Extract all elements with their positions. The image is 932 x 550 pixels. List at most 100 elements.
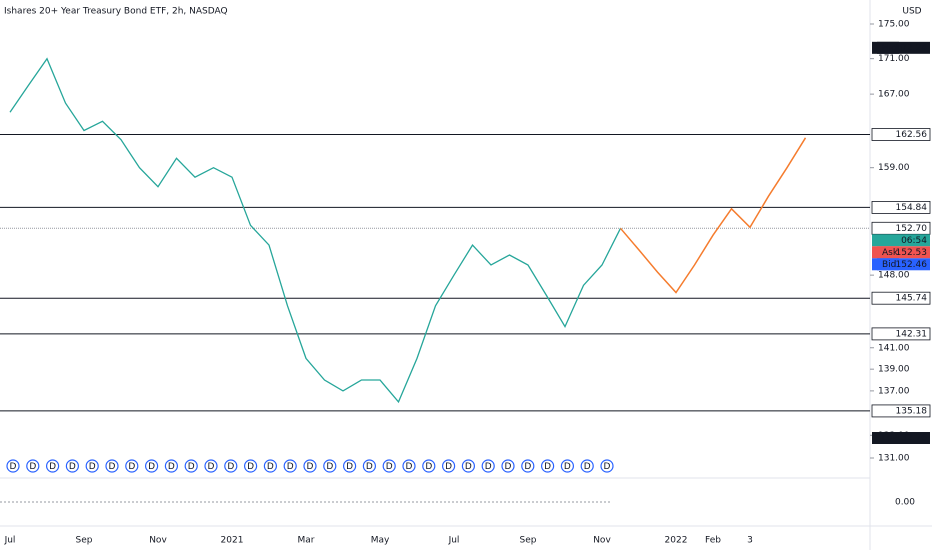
dividend-marker — [521, 459, 535, 473]
dividend-label: D — [10, 462, 17, 472]
x-tick-label: Feb — [705, 536, 721, 546]
dividend-label: D — [109, 462, 116, 472]
dividend-marker — [600, 459, 614, 473]
price-badge — [871, 291, 931, 305]
x-tick-label: Mar — [298, 536, 315, 546]
dividend-label: D — [267, 462, 274, 472]
badge-value: 145.74 — [896, 294, 928, 304]
dividend-label: D — [425, 462, 432, 472]
dividend-label: D — [128, 462, 135, 472]
y-tick-label: 148.00 — [878, 271, 910, 281]
dividend-marker — [461, 459, 475, 473]
badge-tag — [877, 41, 899, 54]
dividend-marker — [343, 459, 357, 473]
x-tick-label: May — [371, 536, 390, 546]
dividend-marker — [442, 459, 456, 473]
y-tick-label: 167.00 — [878, 90, 910, 100]
dividend-label: D — [346, 462, 353, 472]
dividend-marker — [164, 459, 178, 473]
dividend-marker — [204, 459, 218, 473]
x-tick-label: Jul — [4, 536, 16, 546]
dividend-marker — [105, 459, 119, 473]
x-tick-label: 2022 — [665, 536, 688, 546]
price-badge — [871, 327, 931, 341]
dividend-marker — [26, 459, 40, 473]
dividend-label: D — [366, 462, 373, 472]
badge-value: 152.70 — [896, 224, 928, 234]
badge-tag-label: Low — [882, 433, 900, 443]
badge-tag — [877, 246, 899, 259]
x-tick-label: 2021 — [221, 536, 244, 546]
badge-tag — [877, 258, 899, 271]
dividend-marker — [560, 459, 575, 473]
badge-value: 06:54 — [901, 236, 927, 246]
price-line — [619, 137, 807, 294]
x-tick-label: Jul — [448, 536, 460, 546]
price-line — [9, 57, 622, 404]
dividend-label: D — [69, 462, 76, 472]
dividend-marker — [382, 459, 396, 473]
y-tick-label: 131.00 — [878, 454, 910, 464]
dividend-label: D — [326, 462, 333, 472]
dividend-marker — [362, 459, 376, 473]
badge-value: 172.24 — [896, 43, 928, 53]
dividend-marker — [125, 459, 139, 473]
badge-tag-label: High — [882, 43, 903, 53]
dividend-marker — [580, 459, 594, 473]
dividend-marker — [501, 459, 515, 473]
dividend-label: D — [465, 462, 472, 472]
dividend-marker — [402, 459, 416, 473]
y-tick-label: 171.00 — [878, 54, 910, 64]
dividend-label: D — [544, 462, 551, 472]
price-badge — [872, 234, 930, 247]
badge-tag-label: Ask — [882, 248, 899, 258]
dividend-label: D — [227, 462, 234, 472]
dividend-marker — [323, 459, 337, 473]
x-tick-label: Sep — [76, 536, 93, 546]
dividend-marker — [540, 459, 555, 473]
y-tick-label: 175.00 — [878, 20, 910, 30]
dividend-marker — [65, 459, 80, 473]
price-badge — [871, 404, 931, 418]
dividend-label: D — [604, 462, 611, 472]
dividend-label: D — [247, 462, 254, 472]
dividend-marker — [6, 459, 20, 473]
dividend-label: D — [188, 462, 195, 472]
dividend-label: D — [287, 462, 294, 472]
x-tick-label: Sep — [520, 536, 537, 546]
dividend-marker — [45, 459, 60, 473]
dividend-label: D — [485, 462, 492, 472]
y-tick-label: 137.00 — [878, 386, 910, 396]
x-tick-label: Nov — [149, 536, 167, 546]
y-tick-label: 139.00 — [878, 365, 910, 375]
dividend-label: D — [49, 462, 56, 472]
dividend-label: D — [148, 462, 155, 472]
dividend-marker — [184, 459, 198, 473]
dividend-label: D — [208, 462, 215, 472]
dividend-label: D — [29, 462, 36, 472]
badge-tag-label: Bid — [882, 260, 896, 270]
price-badge — [871, 128, 931, 141]
x-tick-label: 3 — [747, 536, 753, 546]
oscillator-label: 0.00 — [895, 498, 915, 508]
badge-value: 152.53 — [896, 248, 928, 258]
dividend-label: D — [445, 462, 452, 472]
badge-value: 132.76 — [896, 433, 928, 443]
dividend-label: D — [386, 462, 393, 472]
badge-value: 154.84 — [896, 203, 928, 213]
chart-title: Ishares 20+ Year Treasury Bond ETF, 2h, … — [4, 7, 228, 17]
dividend-label: D — [584, 462, 591, 472]
dividend-label: D — [89, 462, 96, 472]
dividend-label: D — [564, 462, 571, 472]
dividend-marker — [303, 459, 317, 473]
dividend-label: D — [307, 462, 314, 472]
dividend-marker — [263, 459, 277, 473]
dividend-label: D — [406, 462, 413, 472]
dividend-label: D — [524, 462, 531, 472]
badge-value: 142.31 — [896, 329, 928, 339]
badge-value: 135.18 — [896, 406, 928, 416]
currency: USD — [902, 7, 921, 17]
badge-tag — [877, 431, 899, 444]
